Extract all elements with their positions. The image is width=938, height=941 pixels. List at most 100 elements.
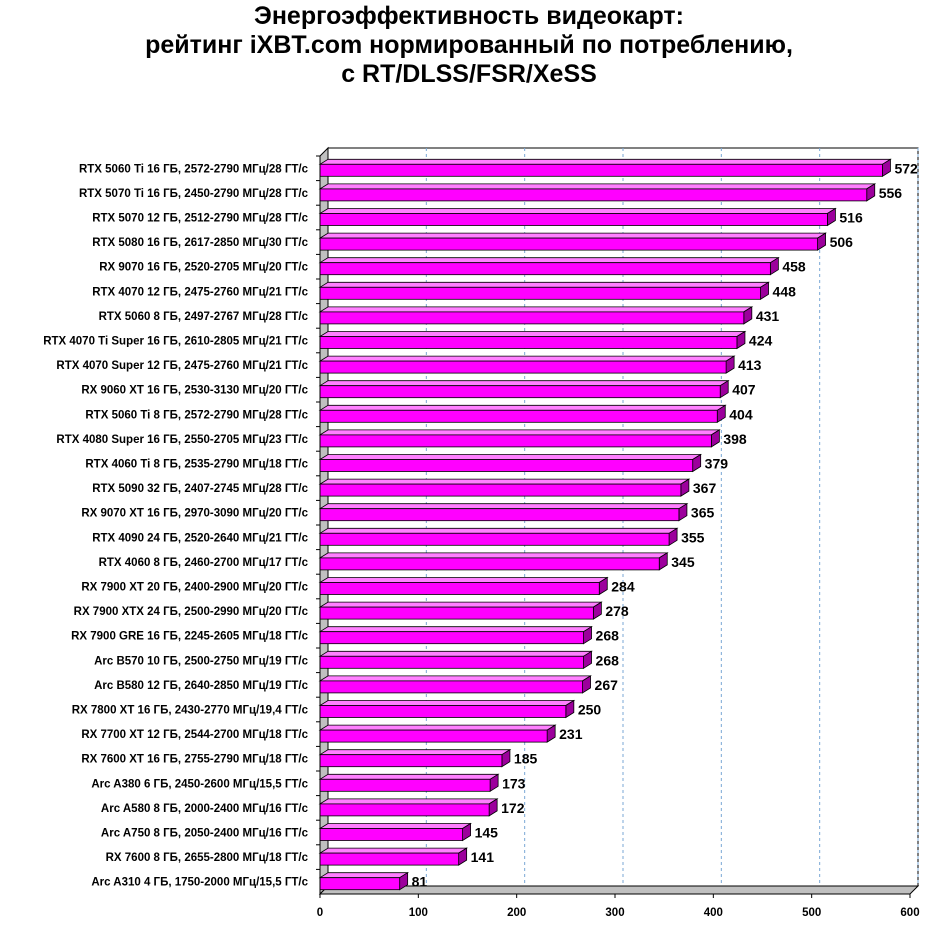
category-label: RX 7800 XT 16 ГБ, 2430-2770 МГц/19,4 ГТ/… xyxy=(72,705,309,717)
category-label: Arc A580 8 ГБ, 2000-2400 МГц/16 ГТ/с xyxy=(101,803,309,815)
value-label: 231 xyxy=(559,726,583,742)
category-label: RTX 5080 16 ГБ, 2617-2850 МГц/30 ГТ/с xyxy=(92,237,308,249)
bar xyxy=(319,532,670,546)
x-tick-label: 600 xyxy=(900,907,919,919)
category-label: Arc A380 6 ГБ, 2450-2600 МГц/15,5 ГТ/с xyxy=(91,778,308,790)
bar xyxy=(319,705,567,718)
value-label: 506 xyxy=(830,234,854,250)
value-label: 431 xyxy=(756,308,780,324)
x-tick-label: 500 xyxy=(802,907,821,919)
bar-top xyxy=(318,724,557,731)
value-label: 448 xyxy=(773,283,797,299)
category-label: RX 7900 GRE 16 ГБ, 2245-2605 МГц/18 ГТ/с xyxy=(71,631,309,643)
bar-top xyxy=(318,454,703,460)
category-label: RTX 5060 Ti 8 ГБ, 2572-2790 МГц/28 ГТ/с xyxy=(85,409,308,421)
value-label: 268 xyxy=(596,628,620,644)
bar xyxy=(319,582,600,595)
bar-top xyxy=(318,577,609,583)
bar xyxy=(319,778,491,792)
bar-top xyxy=(318,355,736,362)
value-label: 345 xyxy=(671,554,695,570)
bar xyxy=(319,557,660,571)
bar-top xyxy=(318,306,754,313)
bar-top xyxy=(318,429,721,436)
category-label: RTX 5070 Ti 16 ГБ, 2450-2790 МГц/28 ГТ/с xyxy=(79,188,309,200)
value-label: 141 xyxy=(471,849,495,865)
bar xyxy=(319,508,680,522)
chart-title-line-2: рейтинг iXBT.com нормированный по потреб… xyxy=(145,31,793,59)
bar-top xyxy=(318,503,689,510)
bar xyxy=(319,213,828,226)
x-tick-label: 100 xyxy=(409,907,428,919)
bar xyxy=(319,680,583,694)
category-label: RTX 4060 8 ГБ, 2460-2700 МГц/17 ГТ/с xyxy=(99,557,309,569)
bar-top xyxy=(318,232,827,239)
value-label: 81 xyxy=(412,874,428,890)
value-label: 516 xyxy=(839,210,863,226)
bar xyxy=(319,852,460,866)
bar xyxy=(319,606,594,620)
bar xyxy=(319,803,490,817)
bar xyxy=(319,754,503,768)
value-label: 267 xyxy=(595,677,619,693)
category-label: RX 9060 XT 16 ГБ, 2530-3130 МГц/20 ГТ/с xyxy=(81,385,308,397)
bar-top xyxy=(318,650,593,657)
category-label: RTX 5060 Ti 16 ГБ, 2572-2790 МГц/28 ГТ/с xyxy=(79,163,309,175)
bar xyxy=(319,877,401,891)
bar-top xyxy=(318,847,469,854)
bar-top xyxy=(318,700,576,706)
value-label: 145 xyxy=(475,825,499,841)
bar xyxy=(319,262,771,276)
bar-top xyxy=(318,281,770,288)
bar-top xyxy=(318,208,837,214)
bar-top xyxy=(318,183,877,190)
category-label: RTX 4060 Ti 8 ГБ, 2535-2790 МГц/18 ГТ/с xyxy=(85,459,308,471)
bar xyxy=(319,729,548,743)
value-label: 572 xyxy=(894,160,918,176)
bar-top xyxy=(318,749,512,756)
bar xyxy=(319,828,463,841)
bar xyxy=(319,311,745,325)
category-label: RTX 4070 Super 12 ГБ, 2475-2760 МГц/21 Г… xyxy=(56,360,308,372)
category-label: RX 7900 XT 20 ГБ, 2400-2900 МГц/20 ГТ/с xyxy=(81,582,308,594)
value-label: 173 xyxy=(502,775,526,791)
value-label: 355 xyxy=(681,529,705,545)
bar-top xyxy=(318,478,691,485)
chart-title-line-1: Энергоэффективность видеокарт: xyxy=(254,2,684,30)
x-tick-label: 0 xyxy=(317,907,323,919)
bar xyxy=(319,434,712,448)
bar xyxy=(319,631,584,645)
category-label: Arc A750 8 ГБ, 2050-2400 МГц/16 ГТ/с xyxy=(101,828,309,840)
bar xyxy=(319,655,584,669)
bar-top xyxy=(318,404,727,411)
x-tick-label: 200 xyxy=(507,907,526,919)
bar xyxy=(319,360,727,374)
value-label: 268 xyxy=(596,652,620,668)
bar xyxy=(319,163,883,177)
value-label: 284 xyxy=(611,579,635,595)
chart-title: Энергоэффективность видеокарт: рейтинг i… xyxy=(0,2,938,89)
category-label: RTX 4070 Ti Super 16 ГБ, 2610-2805 МГц/2… xyxy=(43,336,308,348)
bar xyxy=(319,459,694,472)
value-label: 413 xyxy=(738,357,762,373)
bar-top xyxy=(318,601,603,608)
bar-top xyxy=(318,872,410,879)
x-tick-label: 300 xyxy=(605,907,624,919)
value-label: 172 xyxy=(501,800,525,816)
value-label: 379 xyxy=(705,456,729,472)
category-label: RTX 4080 Super 16 ГБ, 2550-2705 МГц/23 Г… xyxy=(56,434,308,446)
value-label: 250 xyxy=(578,702,602,718)
chart-title-line-3: с RT/DLSS/FSR/XeSS xyxy=(341,60,597,88)
value-label: 407 xyxy=(732,382,756,398)
bar-top xyxy=(318,773,500,780)
bar xyxy=(319,336,738,349)
x-tick-label: 400 xyxy=(704,907,723,919)
bar-top xyxy=(318,380,730,387)
bar xyxy=(319,188,868,202)
category-label: RX 9070 16 ГБ, 2520-2705 МГц/20 ГТ/с xyxy=(99,262,308,274)
value-label: 556 xyxy=(879,185,903,201)
category-label: RX 7700 XT 12 ГБ, 2544-2700 МГц/18 ГТ/с xyxy=(81,729,308,741)
bar-top xyxy=(318,257,780,264)
category-label: Arc B580 12 ГБ, 2640-2850 МГц/19 ГТ/с xyxy=(94,680,308,692)
